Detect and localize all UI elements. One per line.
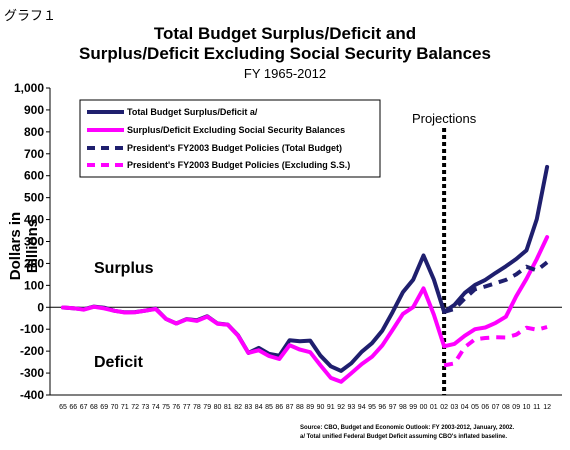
x-tick-label: 97: [389, 404, 397, 411]
y-tick-label: 900: [24, 103, 44, 117]
x-tick-label: 79: [203, 404, 211, 411]
series-line-president-total: [443, 260, 549, 314]
x-tick-label: 78: [193, 404, 201, 411]
x-tick-label: 74: [152, 404, 160, 411]
legend-item-president-excluding-ss-label: President's FY2003 Budget Policies (Excl…: [127, 160, 350, 170]
y-tick-label: 1,000: [14, 81, 44, 95]
x-tick-label: 73: [142, 404, 150, 411]
y-tick-label: 400: [24, 213, 44, 227]
legend-item-total-label: Total Budget Surplus/Deficit a/: [127, 107, 258, 117]
y-tick-label: -300: [20, 366, 44, 380]
x-tick-label: 98: [399, 404, 407, 411]
legend-item-president-total-label: President's FY2003 Budget Policies (Tota…: [127, 143, 342, 153]
x-tick-label: 83: [245, 404, 253, 411]
series-line-excluding-ss: [61, 235, 550, 384]
y-tick-label: -100: [20, 322, 44, 336]
y-tick-label: 100: [24, 278, 44, 292]
x-tick-label: 01: [430, 404, 438, 411]
x-tick-label: 81: [224, 404, 232, 411]
y-tick-label: 0: [37, 300, 44, 314]
x-tick-label: 11: [533, 404, 540, 411]
x-tick-label: 04: [461, 404, 469, 411]
series-line-president-excluding-ss: [443, 325, 548, 368]
x-tick-label: 99: [409, 404, 417, 411]
x-tick-label: 65: [59, 404, 67, 411]
y-tick-label: 300: [24, 235, 44, 249]
chart-title-line1: Total Budget Surplus/Deficit and: [153, 24, 417, 43]
x-tick-label: 68: [90, 404, 98, 411]
source-note: Source: CBO, Budget and Economic Outlook…: [300, 424, 514, 442]
x-tick-label: 07: [492, 404, 500, 411]
x-tick-label: 12: [543, 404, 551, 411]
x-tick-label: 70: [111, 404, 119, 411]
x-tick-label: 84: [255, 404, 263, 411]
x-tick-label: 03: [451, 404, 459, 411]
x-tick-label: 80: [214, 404, 222, 411]
y-tick-label: 600: [24, 169, 44, 183]
x-tick-label: 82: [234, 404, 242, 411]
chart-subtitle: FY 1965-2012: [243, 66, 327, 81]
x-tick-label: 86: [275, 404, 283, 411]
x-tick-label: 00: [420, 404, 428, 411]
x-tick-label: 88: [296, 404, 304, 411]
x-tick-label: 90: [317, 404, 325, 411]
y-tick-label: -200: [20, 344, 44, 358]
x-tick-label: 94: [358, 404, 366, 411]
y-tick-label: 800: [24, 125, 44, 139]
x-tick-label: 89: [306, 404, 314, 411]
surplus-label: Surplus: [94, 260, 154, 277]
y-tick-label: 200: [24, 256, 44, 270]
x-tick-label: 06: [481, 404, 489, 411]
x-tick-label: 85: [265, 404, 273, 411]
x-tick-label: 67: [80, 404, 88, 411]
x-tick-label: 71: [121, 404, 129, 411]
x-tick-label: 77: [183, 404, 191, 411]
x-tick-label: 91: [327, 404, 335, 411]
y-tick-label: 700: [24, 147, 44, 161]
source-line-1: Source: CBO, Budget and Economic Outlook…: [300, 425, 515, 431]
x-tick-label: 10: [523, 404, 531, 411]
x-tick-label: 93: [348, 404, 356, 411]
corner-label: グラフ１: [4, 9, 57, 24]
x-tick-label: 87: [286, 404, 294, 411]
x-tick-label: 05: [471, 404, 479, 411]
x-tick-label: 72: [131, 404, 139, 411]
x-tick-label: 96: [378, 404, 386, 411]
x-tick-label: 66: [69, 404, 77, 411]
legend-item-excluding-ss-label: Surplus/Deficit Excluding Social Securit…: [127, 125, 345, 135]
source-line-2: a/ Total unified Federal Budget Deficit …: [300, 434, 508, 440]
deficit-label: Deficit: [94, 354, 144, 371]
x-tick-label: 75: [162, 404, 170, 411]
x-tick-label: 92: [337, 404, 345, 411]
x-tick-label: 76: [172, 404, 180, 411]
x-tick-label: 08: [502, 404, 510, 411]
x-tick-label: 69: [100, 404, 108, 411]
projections-label: Projections: [412, 111, 477, 126]
legend-box: [79, 99, 381, 178]
chart-title-line2: Surplus/Deficit Excluding Social Securit…: [79, 44, 491, 63]
y-tick-label: -400: [20, 388, 44, 402]
x-tick-label: 95: [368, 404, 376, 411]
x-tick-label: 09: [512, 404, 520, 411]
y-tick-label: 500: [24, 191, 44, 205]
x-tick-label: 02: [440, 404, 448, 411]
